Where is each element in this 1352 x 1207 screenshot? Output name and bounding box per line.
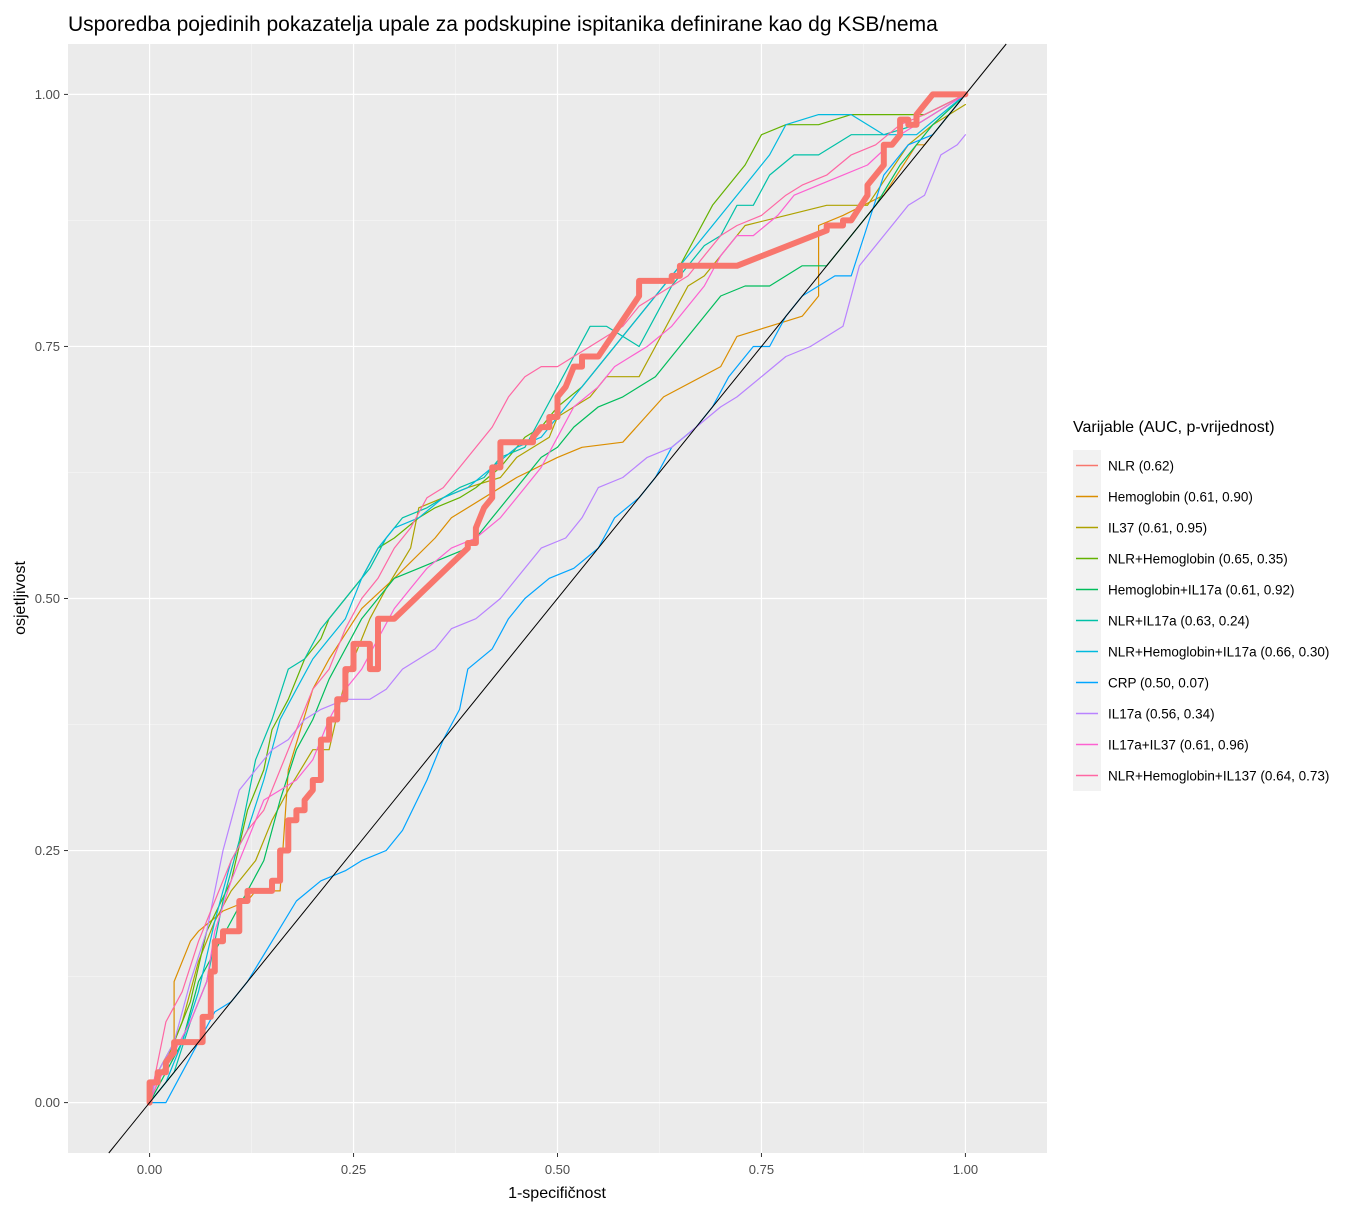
x-tick-label: 1.00 (953, 1162, 978, 1177)
series-line-6 (149, 93, 966, 1104)
series-line-8 (149, 134, 966, 1104)
series-line-9 (149, 93, 966, 1104)
legend-label-10: NLR+Hemoglobin+IL137 (0.64, 0.73) (1108, 769, 1329, 784)
x-tick-label: 0.00 (137, 1162, 162, 1177)
legend-label-2: IL37 (0.61, 0.95) (1108, 521, 1207, 536)
y-tick-label: 0.25 (35, 843, 60, 858)
legend-label-0: NLR (0.62) (1108, 459, 1174, 474)
series-line-7 (149, 93, 966, 1104)
legend-label-1: Hemoglobin (0.61, 0.90) (1108, 490, 1253, 505)
reference-diagonal-line (108, 43, 1007, 1154)
legend-label-9: IL17a+IL37 (0.61, 0.96) (1108, 738, 1249, 753)
y-tick-label: 0.75 (35, 339, 60, 354)
series-line-0 (146, 91, 969, 1106)
x-tick-label: 0.25 (341, 1162, 366, 1177)
legend-items: NLR (0.62) Hemoglobin (0.61, 0.90) IL37 (0… (1073, 450, 1329, 791)
x-tick-label: 0.75 (749, 1162, 774, 1177)
y-tick-label: 0.00 (35, 1095, 60, 1110)
legend-label-8: IL17a (0.56, 0.34) (1108, 707, 1215, 722)
legend: Varijable (AUC, p-vrijednost) NLR (0.62)… (1073, 419, 1329, 791)
series-line-5 (149, 93, 966, 1104)
chart-title: Usporedba pojedinih pokazatelja upale za… (68, 13, 938, 36)
y-tick-label: 0.50 (35, 591, 60, 606)
legend-label-5: NLR+IL17a (0.63, 0.24) (1108, 614, 1249, 629)
legend-label-4: Hemoglobin+IL17a (0.61, 0.92) (1108, 583, 1295, 598)
x-axis-ticks: 0.00 0.25 0.50 0.75 1.00 (137, 1153, 978, 1177)
series-line-1 (149, 93, 966, 1104)
legend-label-6: NLR+Hemoglobin+IL17a (0.66, 0.30) (1108, 645, 1329, 660)
y-axis-title: osjetljivost (12, 561, 29, 635)
y-axis-ticks: 0.00 0.25 0.50 0.75 1.00 (35, 87, 68, 1110)
y-tick-label: 1.00 (35, 87, 60, 102)
x-axis-title: 1-specifičnost (508, 1185, 606, 1202)
legend-label-3: NLR+Hemoglobin (0.65, 0.35) (1108, 552, 1288, 567)
legend-title: Varijable (AUC, p-vrijednost) (1073, 419, 1275, 436)
series-layer (146, 91, 969, 1106)
series-line-10 (149, 93, 966, 1104)
legend-label-7: CRP (0.50, 0.07) (1108, 676, 1209, 691)
series-line-4 (149, 93, 966, 1104)
series-line-2 (149, 103, 966, 1104)
x-tick-label: 0.50 (545, 1162, 570, 1177)
